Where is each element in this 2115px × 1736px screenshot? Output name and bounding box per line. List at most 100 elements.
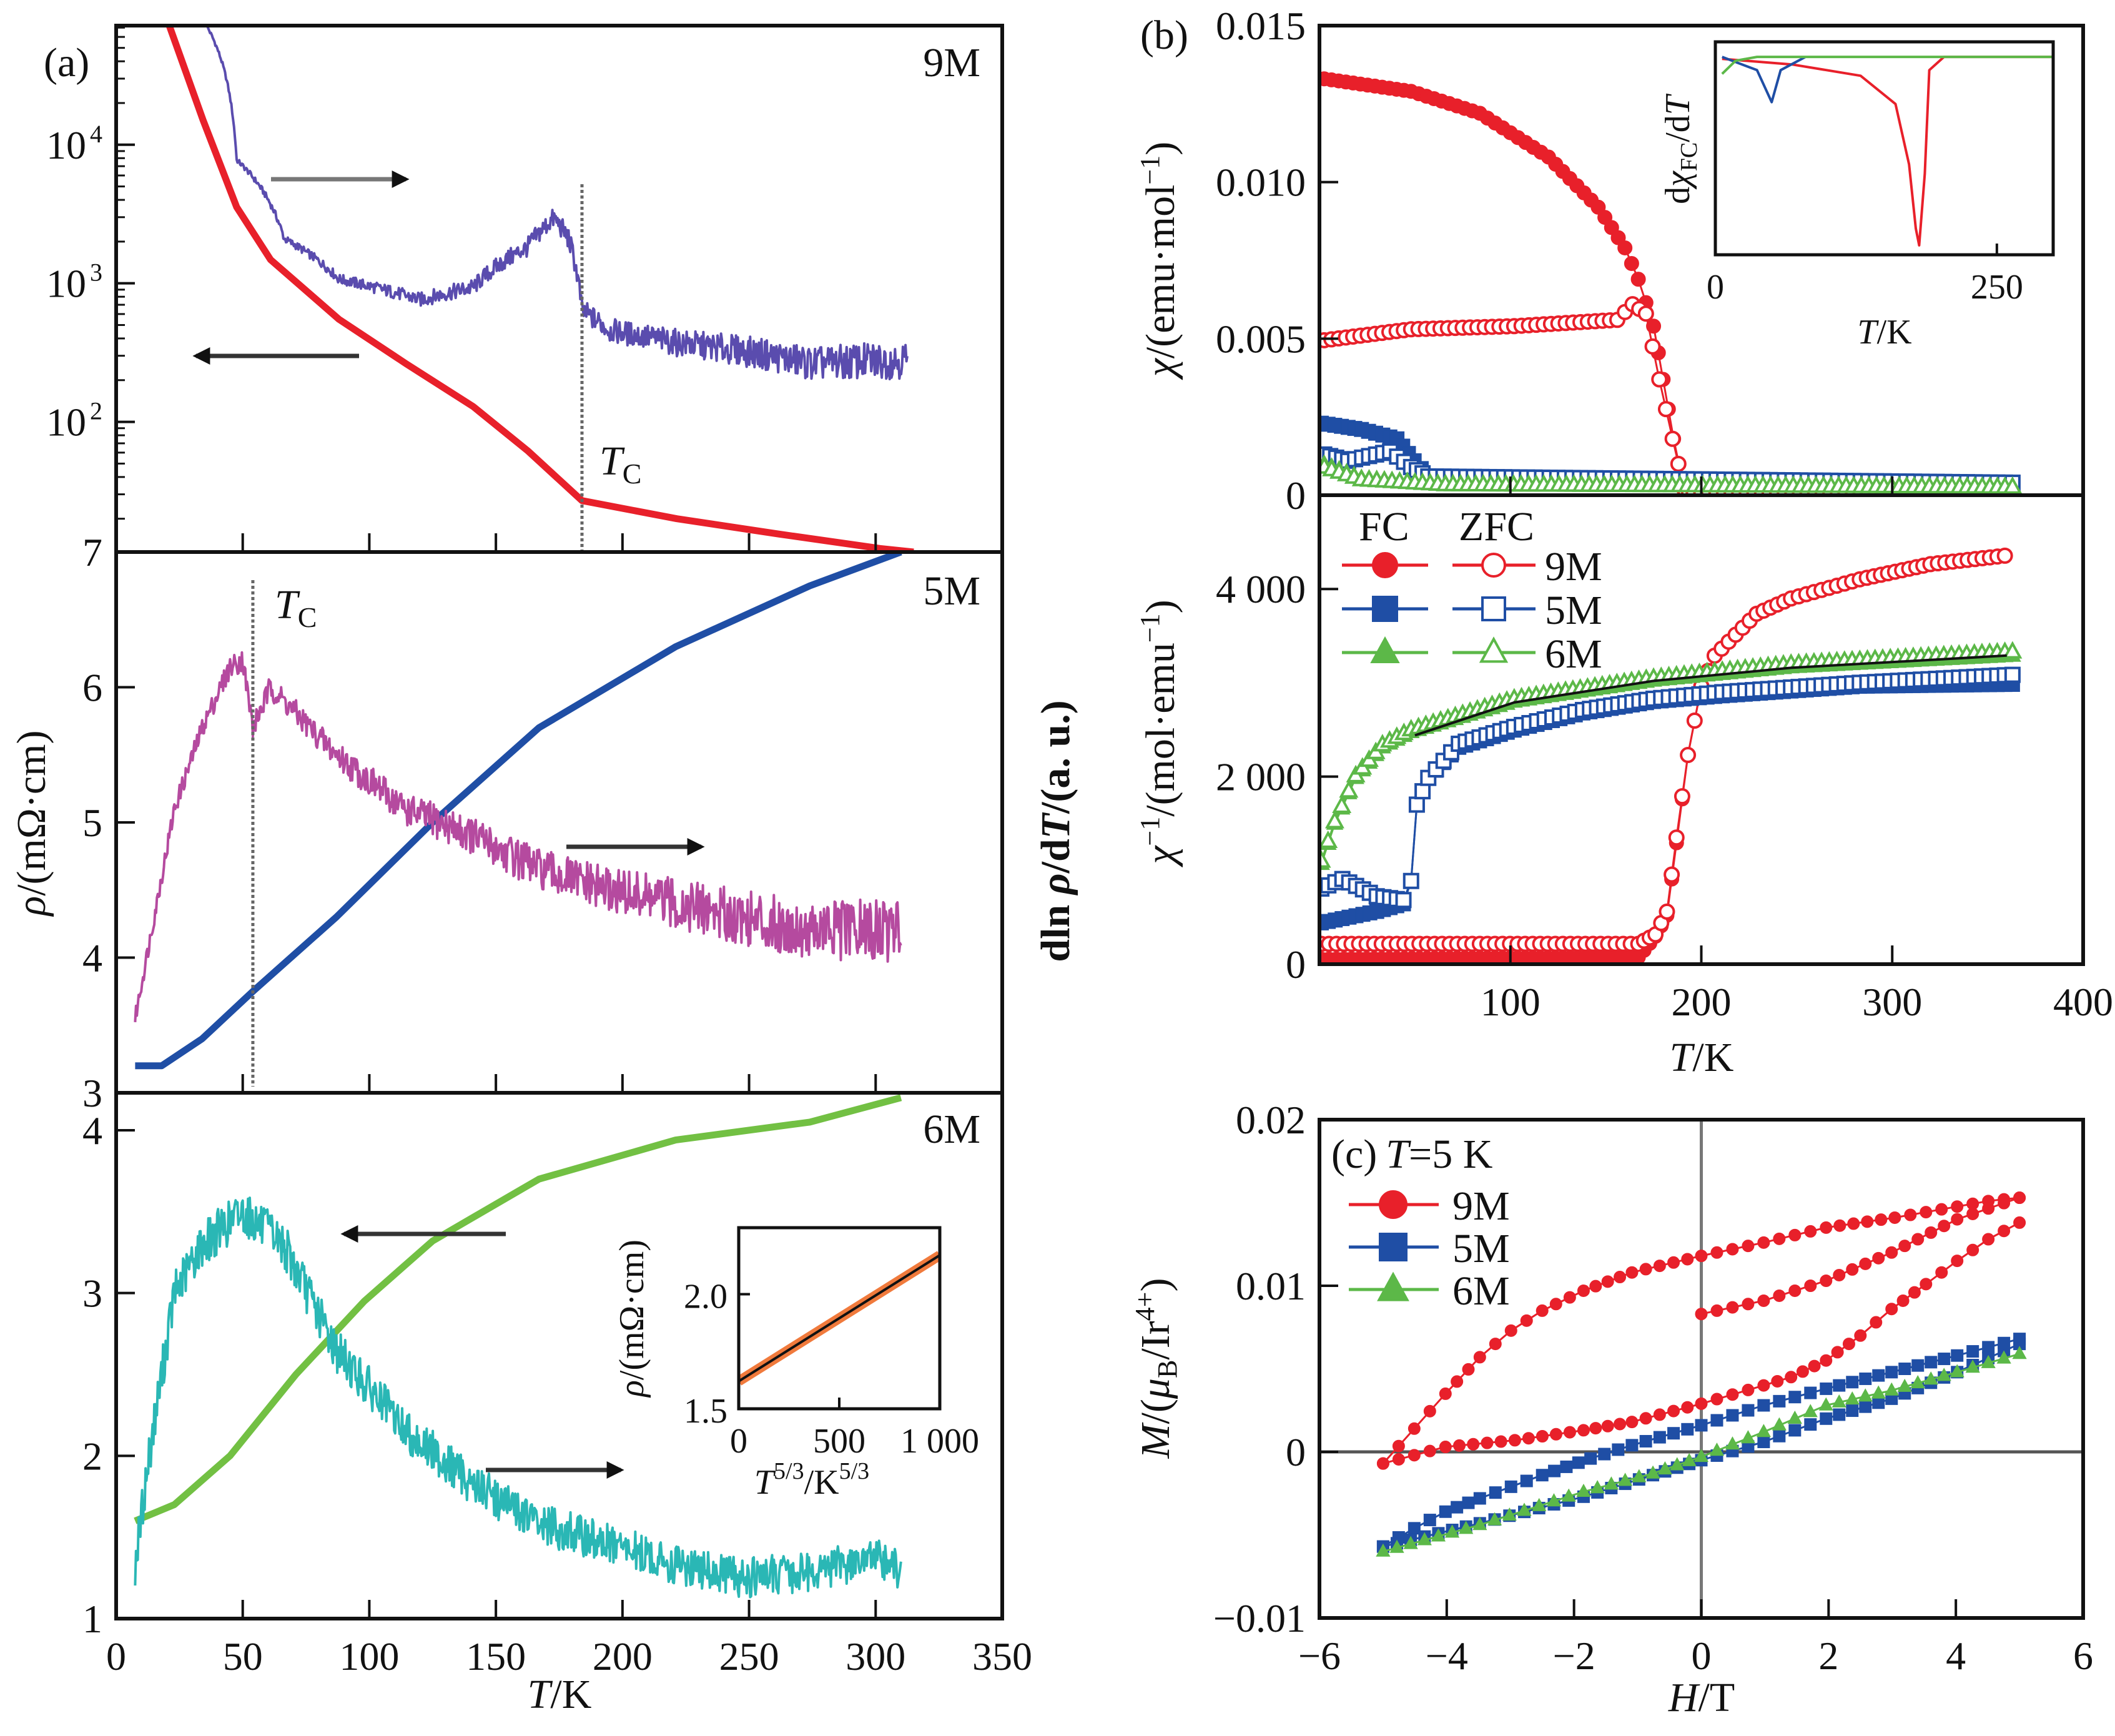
- ylabel-symbol: ρ: [9, 896, 54, 917]
- series-line: [1722, 56, 2053, 247]
- marker-square: [1846, 1404, 1859, 1418]
- marker-square: [1859, 1400, 1872, 1413]
- x-tick-label: 0: [106, 1634, 126, 1679]
- marker-circle: [2013, 1216, 2026, 1229]
- marker-circle: [1651, 371, 1668, 388]
- x-tick-label: −2: [1553, 1634, 1595, 1678]
- marker-triangle: [1472, 1517, 1487, 1531]
- marker-circle: [1589, 1280, 1602, 1293]
- marker-square: [1804, 1386, 1817, 1399]
- series-rho: [165, 26, 914, 552]
- marker-square: [1379, 1233, 1408, 1261]
- legend-label: 5M: [1545, 588, 1602, 633]
- marker-circle: [1861, 1215, 1874, 1228]
- marker-square: [1885, 1366, 1898, 1379]
- marker-triangle: [1324, 811, 1344, 829]
- marker-triangle: [1389, 1539, 1404, 1553]
- x-tick-label: 350: [972, 1634, 1032, 1679]
- marker-circle: [1549, 1428, 1562, 1441]
- legend-label: 5M: [1452, 1226, 1510, 1271]
- xlabel-unit: /K: [550, 1672, 591, 1717]
- marker-circle: [1820, 1275, 1833, 1288]
- marker-circle: [1467, 1438, 1480, 1451]
- ylabel-exp: −1: [1135, 613, 1165, 643]
- label-part: /Ir: [1133, 1321, 1178, 1359]
- a-right-axis-label: dln ρ/dT/(a. u.): [1033, 700, 1078, 962]
- marker-circle: [1379, 1190, 1408, 1219]
- marker-triangle: [1832, 1394, 1846, 1408]
- marker-triangle: [1546, 1493, 1562, 1507]
- series-6M: [1376, 1346, 2027, 1557]
- marker-triangle: [1444, 1524, 1460, 1538]
- marker-circle: [1423, 1444, 1436, 1457]
- y-tick-label: 0.02: [1236, 1098, 1306, 1142]
- marker-circle: [1423, 1404, 1436, 1418]
- marker-triangle: [1377, 1271, 1409, 1301]
- marker-square: [1598, 1447, 1611, 1461]
- y-tick-label: 1: [82, 1597, 102, 1641]
- marker-square: [1520, 1474, 1533, 1487]
- marker-circle: [1804, 1280, 1817, 1292]
- marker-circle: [1624, 256, 1639, 272]
- legend-header-zfc: ZFC: [1459, 504, 1534, 550]
- y-tick-label: 0.015: [1216, 4, 1306, 48]
- ylabel-close: ): [1138, 599, 1183, 613]
- marker-circle: [1625, 1416, 1639, 1429]
- plot-marks: [1319, 71, 2023, 495]
- marker-circle: [1639, 1412, 1652, 1425]
- label-part: /(a. u.): [1033, 700, 1078, 814]
- xlabel-exp: 5/3: [839, 1458, 870, 1484]
- marker-circle: [1508, 1434, 1521, 1447]
- x-tick-label: 300: [1862, 980, 1922, 1024]
- marker-triangle: [1923, 1371, 1938, 1385]
- marker-circle: [1630, 272, 1646, 287]
- marker-square: [1951, 1349, 1964, 1362]
- marker-square: [1639, 1434, 1652, 1447]
- series-line: [134, 651, 902, 1023]
- marker-circle: [1504, 1324, 1517, 1337]
- x-tick-label: 2: [1818, 1634, 1838, 1678]
- a-y-axis-label: ρ/(mΩ·cm): [9, 731, 54, 917]
- ylabel-symbol: ρ: [613, 1380, 651, 1398]
- c-condition: (c) T=5 K: [1331, 1132, 1492, 1177]
- marker-circle: [1820, 1354, 1833, 1367]
- marker-triangle: [1803, 1404, 1818, 1418]
- marker-circle: [1614, 1418, 1627, 1431]
- marker-circle: [1820, 1221, 1833, 1234]
- marker-square: [1773, 1429, 1786, 1443]
- xlabel-unit: /K: [1877, 313, 1912, 352]
- marker-triangle: [1403, 1536, 1418, 1549]
- plot-marks: [1721, 56, 2053, 247]
- marker-square: [1773, 1394, 1786, 1408]
- xlabel-symbol: H: [1668, 1675, 1700, 1720]
- marker-circle: [1982, 1233, 1995, 1246]
- marker-triangle: [1645, 1465, 1660, 1479]
- marker-circle: [1681, 1401, 1694, 1414]
- marker-square: [1788, 1424, 1802, 1437]
- marker-circle: [1951, 1213, 1964, 1226]
- y-tick-label: 2: [82, 1434, 102, 1478]
- b-inset-x-label: T/K: [1857, 313, 1911, 352]
- inset-a-x-label: T5/3/K5/3: [754, 1458, 869, 1502]
- marker-circle: [1481, 553, 1506, 578]
- x-tick-label: 250: [719, 1634, 779, 1679]
- series-rho: [134, 1094, 902, 1524]
- marker-circle: [1489, 1338, 1502, 1351]
- ylabel-symbol: χ: [1138, 845, 1183, 868]
- marker-square: [1372, 596, 1398, 622]
- marker-circle: [1804, 1225, 1817, 1238]
- marker-square: [1667, 1427, 1680, 1440]
- ylabel-exp: −1: [1135, 155, 1165, 185]
- marker-circle: [1392, 1452, 1405, 1466]
- b-x-axis-label: T/K: [1670, 1035, 1734, 1080]
- y-tick-label: 10 2: [46, 397, 102, 445]
- marker-circle: [1998, 1193, 2011, 1206]
- marker-circle: [1726, 1243, 1739, 1256]
- xlabel-symbol: T: [754, 1463, 776, 1502]
- series-line: [135, 552, 902, 1070]
- marker-circle: [1408, 1449, 1421, 1462]
- x-tick-label: 6: [2073, 1634, 2093, 1678]
- marker-square: [1414, 783, 1431, 800]
- chart-a_5M: 3 4 5 6 7: [82, 530, 1004, 1115]
- marker-circle: [1757, 1379, 1770, 1392]
